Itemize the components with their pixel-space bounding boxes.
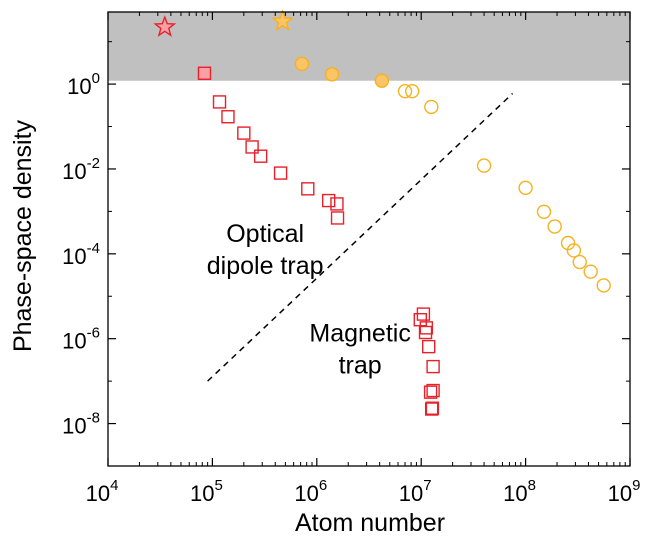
x-tick-label: 105: [190, 477, 223, 506]
data-point-circle-5-1: [324, 67, 340, 82]
data-point-circle-4-9: [572, 254, 587, 270]
data-point-square-1-3: [418, 325, 433, 340]
data-point-square-0-4: [253, 149, 268, 163]
y-tick-label: 10-4: [62, 240, 100, 269]
annotation-optical-line2: dipole trap: [207, 252, 324, 280]
data-point-star-3-0: [153, 15, 177, 37]
data-point-square-0-1: [221, 110, 235, 124]
y-tick-label: 10-6: [62, 325, 100, 354]
data-point-square-1-2: [419, 321, 434, 335]
data-point-square-1-5: [426, 359, 440, 374]
y-axis-label: Phase-space density: [9, 119, 37, 352]
data-point-square-0-7: [321, 193, 336, 208]
annotation-optical-line1: Optical: [226, 220, 304, 248]
y-tick-label: 100: [67, 70, 100, 99]
data-point-square-1-8: [425, 401, 440, 415]
data-point-circle-4-3: [476, 158, 492, 173]
data-point-circle-4-8: [566, 243, 582, 258]
annotation-magnetic-line2: trap: [339, 351, 382, 379]
data-point-circle-4-0: [397, 84, 413, 99]
data-point-circle-4-2: [424, 99, 439, 115]
data-point-circle-4-11: [596, 278, 611, 293]
x-tick-label: 106: [294, 477, 327, 506]
x-axis-label: Atom number: [295, 509, 445, 537]
plot-frame: [107, 11, 631, 467]
data-point-square-2-0: [197, 66, 212, 80]
data-point-square-1-9: [424, 402, 439, 416]
data-point-square-0-5: [273, 166, 288, 180]
data-point-square-1-6: [423, 385, 438, 399]
data-point-square-0-8: [330, 197, 344, 211]
data-point-circle-5-2: [374, 73, 390, 88]
data-point-circle-5-0: [294, 56, 310, 72]
y-tick-label: 10-8: [62, 410, 100, 439]
data-point-circle-4-5: [536, 204, 552, 219]
x-tick-label: 108: [503, 477, 536, 506]
x-tick-label: 109: [608, 477, 641, 506]
data-point-square-0-9: [330, 211, 345, 225]
data-point-star-6-0: [271, 9, 294, 32]
data-point-circle-4-10: [583, 264, 598, 279]
data-point-square-0-6: [301, 182, 315, 196]
y-tick-label: 10-2: [62, 155, 100, 184]
data-point-circle-4-1: [405, 84, 420, 99]
data-point-square-1-7: [426, 383, 440, 398]
x-tick-label: 104: [86, 477, 119, 506]
data-point-circle-4-6: [547, 219, 562, 234]
data-point-circle-4-4: [518, 180, 533, 195]
data-point-square-1-4: [422, 339, 436, 354]
annotation-magnetic-line1: Magnetic: [309, 319, 410, 347]
data-point-square-0-0: [212, 95, 227, 109]
x-tick-label: 107: [399, 477, 432, 506]
regime-divider-line: [207, 92, 514, 382]
data-point-square-0-2: [237, 126, 251, 140]
shaded-region: [108, 12, 630, 81]
data-point-square-0-3: [245, 140, 259, 154]
